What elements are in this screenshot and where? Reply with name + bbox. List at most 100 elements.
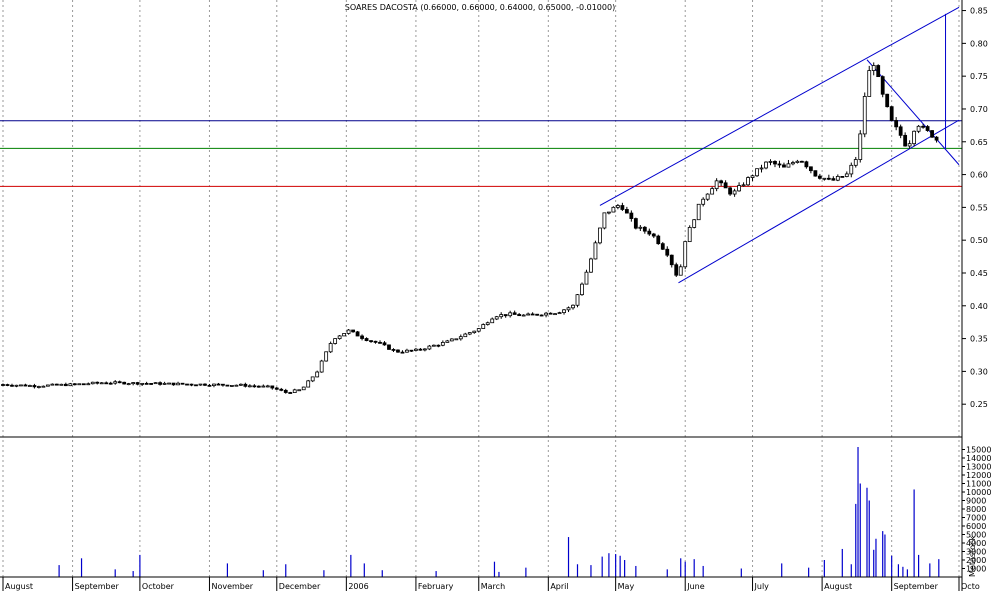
candle-body (342, 333, 347, 337)
candle-body (418, 348, 423, 351)
candle-body (755, 168, 759, 177)
candle-body (454, 338, 459, 341)
y-tick-label: 0.35 (970, 335, 988, 344)
candle-body (687, 227, 692, 243)
candle-body (467, 332, 472, 335)
candle-body (140, 382, 145, 385)
candle-body (737, 185, 741, 192)
candle-body (445, 340, 450, 343)
candle-body (113, 381, 118, 384)
candle-body (216, 383, 221, 386)
candle-body (104, 382, 109, 385)
candle-body (701, 198, 706, 205)
watermark: Metastock (968, 536, 977, 577)
candle-body (840, 176, 845, 178)
x-tick-label: March (481, 582, 505, 591)
candle-body (638, 226, 643, 229)
candle-body (912, 130, 917, 145)
candle-body (598, 227, 602, 244)
volume-tick-label: 10000 (966, 488, 991, 497)
y-tick-label: 0.85 (970, 7, 988, 16)
candle-body (158, 382, 162, 385)
candle-body (274, 387, 279, 390)
candle-body (669, 254, 674, 266)
candle-body (440, 342, 445, 346)
volume-tick-label: 4000 (966, 539, 986, 548)
candle-body (889, 106, 894, 121)
candle-body (333, 338, 338, 344)
candle-body (185, 383, 189, 386)
candle-body (481, 324, 486, 329)
trend-line (599, 6, 960, 206)
candle-body (844, 173, 849, 177)
candle-body (32, 385, 37, 388)
candle-body (391, 349, 396, 351)
candle-body (822, 177, 827, 180)
candle-body (346, 329, 351, 334)
candle-body (77, 383, 82, 386)
y-tick-label: 0.60 (970, 171, 988, 180)
candle-body (225, 384, 230, 387)
candle-body (144, 382, 149, 385)
candle-body (99, 382, 104, 385)
volume-tick-label: 9000 (966, 497, 986, 506)
candle-body (54, 383, 59, 386)
candle-body (907, 143, 912, 147)
candle-body (651, 233, 656, 237)
candle-body (683, 241, 688, 268)
candle-body (369, 340, 373, 343)
x-tick-label: August (5, 582, 33, 591)
candle-body (602, 212, 607, 229)
candle-body (921, 125, 925, 128)
candle-body (759, 167, 764, 170)
candle-body (378, 341, 382, 344)
candle-body (584, 271, 589, 285)
candle-body (791, 162, 795, 165)
y-tick-label: 0.25 (970, 400, 988, 409)
candle-body (90, 381, 95, 385)
candle-body (642, 226, 647, 232)
candle-body (741, 184, 746, 187)
candle-body (135, 382, 140, 385)
candle-body (714, 180, 719, 190)
candle-body (207, 384, 212, 387)
candle-body (131, 382, 136, 385)
candle-body (723, 182, 728, 189)
candle-body (867, 70, 872, 97)
candle-body (19, 384, 23, 387)
candle-body (59, 383, 64, 386)
candle-body (261, 385, 266, 388)
candle-body (786, 163, 791, 168)
candle-body (50, 383, 55, 386)
candle-body (535, 313, 540, 316)
candle-body (198, 383, 203, 386)
x-tick-label: December (279, 582, 321, 591)
candle-body (189, 383, 194, 386)
candle-body (328, 343, 333, 353)
candle-body (880, 76, 885, 95)
x-tick-label: September (894, 582, 939, 591)
candle-body (930, 130, 934, 138)
candle-body (243, 383, 248, 387)
volume-tick-label: 2000 (966, 556, 986, 565)
volume-tick-label: 11000 (966, 480, 991, 489)
y-tick-label: 0.30 (970, 367, 988, 376)
candle-body (916, 125, 921, 132)
candle-body (517, 314, 522, 317)
candle-body (476, 328, 481, 332)
candle-body (292, 389, 297, 393)
candle-body (530, 313, 535, 316)
candle-body (436, 344, 441, 347)
candle-body (665, 248, 670, 256)
volume-tick-label: 1000 (966, 565, 986, 574)
candle-body (710, 188, 715, 195)
candle-body (494, 316, 499, 320)
volume-panel (58, 446, 940, 577)
candle-body (28, 385, 32, 387)
volume-tick-label: 7000 (966, 514, 986, 523)
y-tick-label: 0.40 (970, 302, 988, 311)
candle-body (337, 335, 342, 340)
candle-body (1, 384, 5, 386)
candle-body (768, 160, 773, 163)
candle-body (23, 384, 28, 387)
